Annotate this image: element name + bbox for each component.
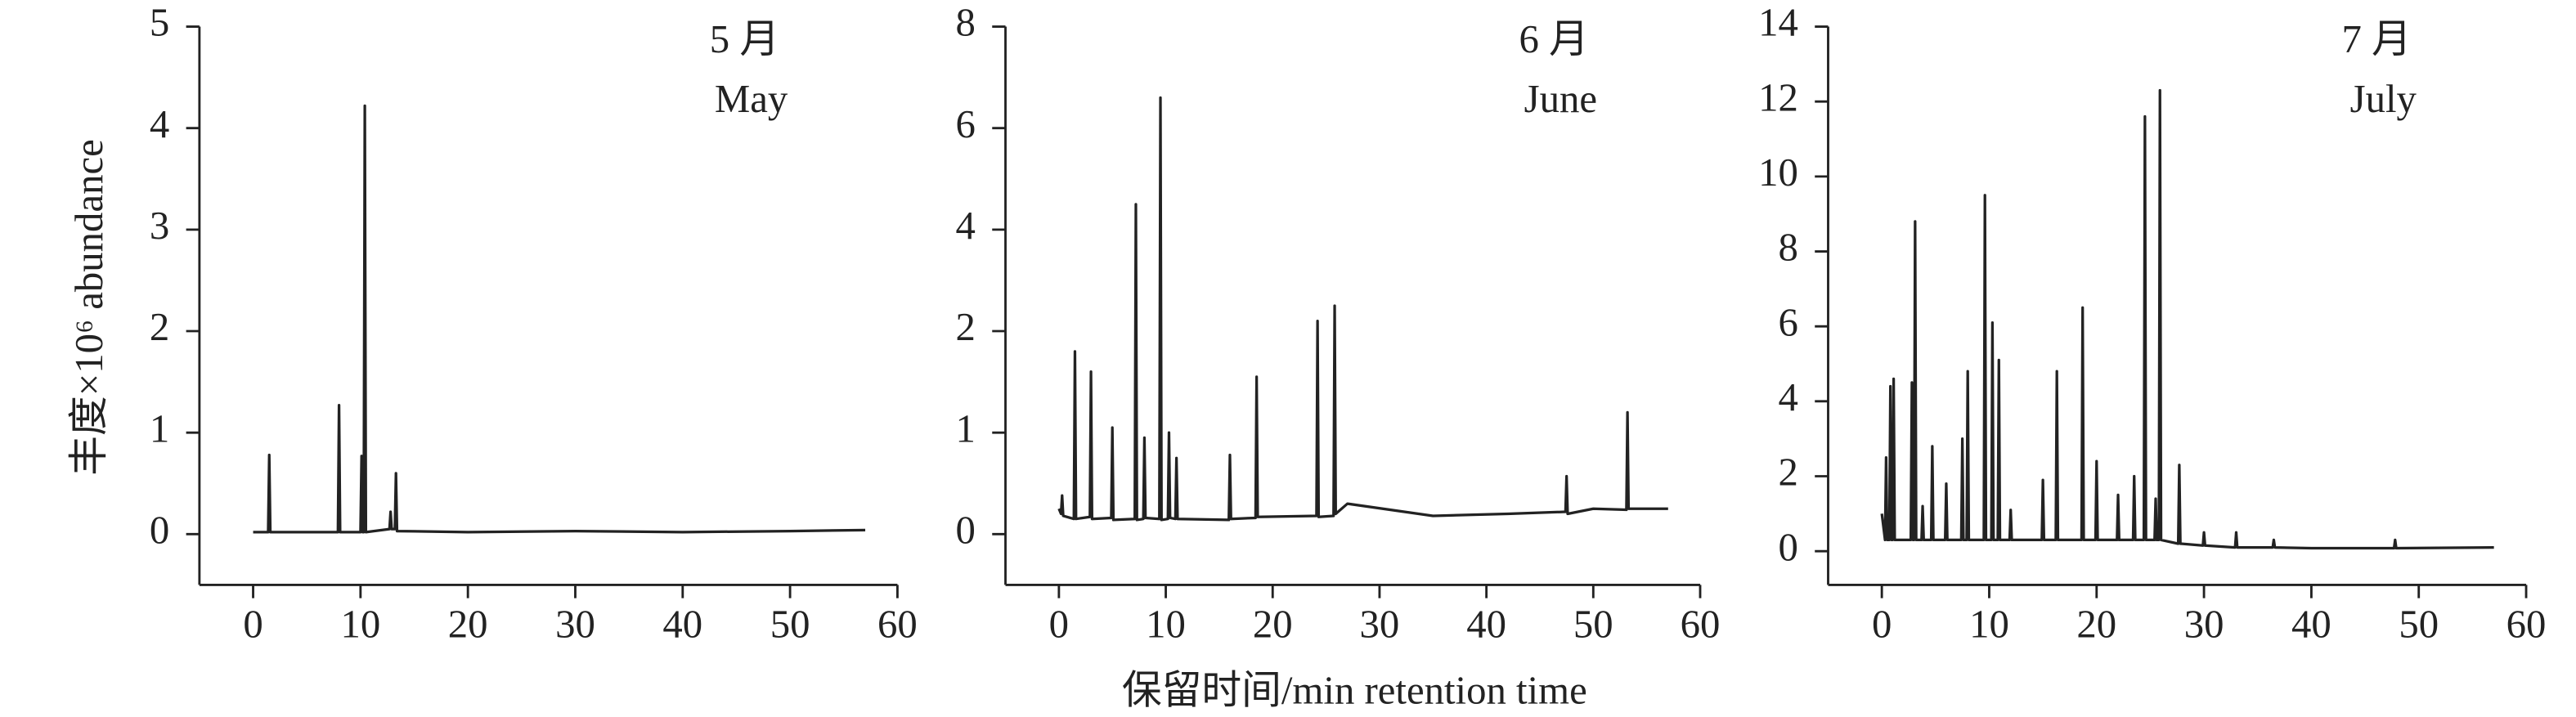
x-tick-label: 40 (1466, 602, 1506, 646)
x-tick-label: 50 (2399, 602, 2439, 646)
y-axis-label: 丰度×10⁶ abundance (67, 139, 111, 475)
x-tick-label: 20 (2076, 602, 2116, 646)
panel-subtitle: June (1524, 77, 1597, 121)
x-tick-label: 30 (1360, 602, 1400, 646)
x-tick-label: 0 (1049, 602, 1069, 646)
x-tick-label: 50 (770, 602, 810, 646)
panel-title: 5 月 (710, 17, 779, 61)
chromatogram-line (1057, 96, 1668, 522)
x-tick-label: 60 (877, 602, 918, 646)
panel-title: 7 月 (2341, 17, 2411, 61)
x-tick-label: 60 (2506, 602, 2547, 646)
x-tick-label: 10 (1146, 602, 1186, 646)
x-tick-label: 30 (555, 602, 595, 646)
chromatogram-line (253, 104, 866, 534)
y-tick-label: 6 (956, 102, 976, 146)
x-tick-label: 10 (1969, 602, 2009, 646)
y-tick-label: 0 (150, 509, 169, 553)
panel-title: 6 月 (1519, 17, 1588, 61)
x-tick-label: 30 (2184, 602, 2224, 646)
y-tick-label: 4 (1779, 375, 1798, 419)
y-tick-label: 14 (1758, 1, 1798, 45)
x-tick-label: 0 (1872, 602, 1892, 646)
y-tick-label: 12 (1758, 75, 1798, 119)
x-tick-label: 20 (448, 602, 488, 646)
y-tick-label: 4 (956, 204, 976, 248)
y-tick-label: 1 (956, 406, 976, 450)
y-tick-label: 2 (956, 305, 976, 349)
y-tick-label: 3 (150, 204, 169, 248)
panel-subtitle: May (715, 77, 788, 121)
chromatogram-line (1880, 88, 2494, 550)
x-tick-label: 60 (1681, 602, 1721, 646)
y-tick-label: 10 (1758, 150, 1798, 195)
x-axis-label: 保留时间/min retention time (1122, 669, 1587, 713)
x-tick-label: 20 (1253, 602, 1293, 646)
panel-subtitle: July (2350, 77, 2417, 121)
x-tick-label: 40 (662, 602, 702, 646)
y-tick-label: 0 (956, 509, 976, 553)
x-tick-label: 0 (243, 602, 263, 646)
y-tick-label: 2 (150, 305, 169, 349)
y-tick-label: 4 (150, 102, 169, 146)
x-tick-label: 40 (2291, 602, 2331, 646)
x-tick-label: 50 (1573, 602, 1613, 646)
y-tick-label: 8 (956, 1, 976, 45)
y-tick-label: 2 (1779, 450, 1798, 495)
x-tick-label: 10 (340, 602, 380, 646)
y-tick-label: 6 (1779, 300, 1798, 344)
y-tick-label: 5 (150, 1, 169, 45)
y-tick-label: 0 (1779, 525, 1798, 569)
y-tick-label: 1 (150, 406, 169, 450)
y-tick-label: 8 (1779, 226, 1798, 270)
